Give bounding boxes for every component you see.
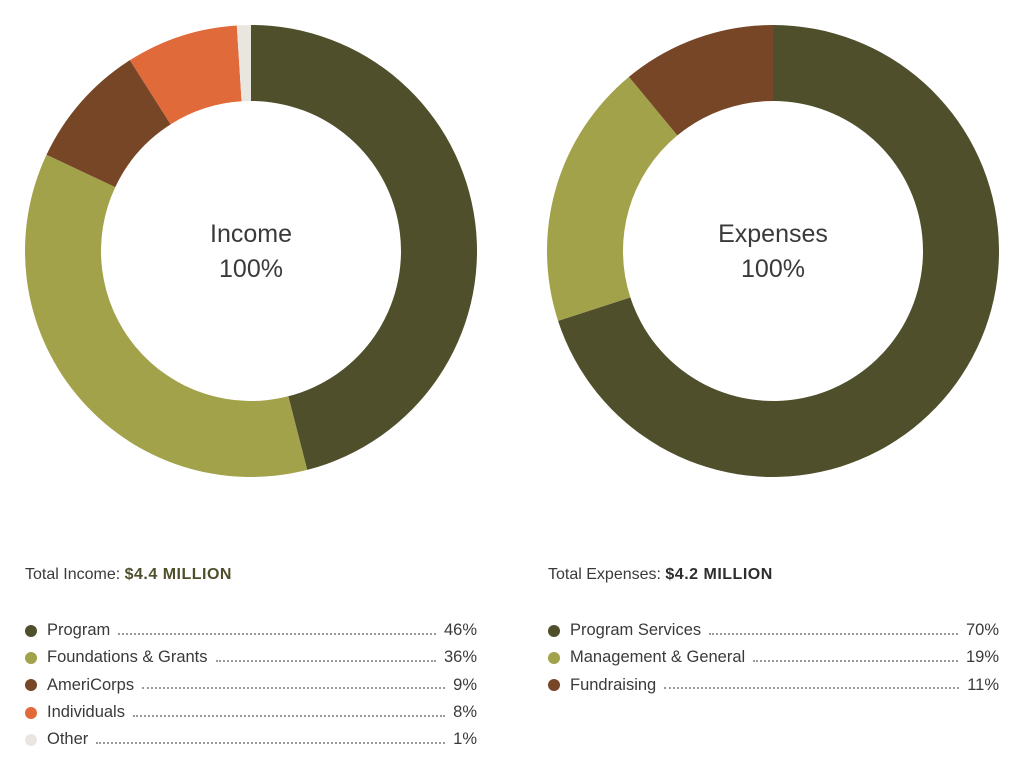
income-legend-item-other: Other 1% (25, 726, 477, 753)
expenses-slice-management-and-general (547, 76, 678, 321)
income-legend-leader (215, 659, 436, 662)
income-legend-label: AmeriCorps (47, 675, 135, 694)
income-legend-leader (132, 714, 446, 717)
expenses-legend-swatch (548, 624, 560, 637)
income-slice-individuals (129, 25, 242, 125)
income-legend-swatch (25, 733, 37, 746)
income-center-value: 100% (219, 255, 283, 283)
expenses-legend-leader (664, 687, 960, 690)
income-legend-swatch (25, 679, 37, 692)
income-legend-item-foundations-and-grants: Foundations & Grants 36% (25, 644, 477, 671)
income-legend-swatch (25, 651, 37, 664)
expenses-slices (547, 25, 999, 477)
income-legend-value: 8% (453, 703, 477, 722)
expenses-legend-swatch (548, 679, 560, 692)
income-legend: Program 46% Foundations & Grants 36% AmeriCo… (25, 617, 477, 753)
income-slices (24, 25, 478, 478)
expenses-legend-swatch (548, 651, 560, 664)
income-donut-chart: Income 100% (24, 25, 478, 478)
income-legend-label: Foundations & Grants (47, 648, 208, 667)
expenses-chart-panel: Expenses 100% Total Expenses: $4.2 MILLI… (512, 0, 1024, 768)
income-legend-value: 1% (453, 730, 477, 749)
income-legend-leader (142, 687, 446, 690)
expenses-center-value: 100% (741, 255, 805, 283)
income-legend-value: 9% (453, 675, 477, 694)
income-slice-americorps (46, 60, 171, 188)
income-slice-program (251, 25, 478, 470)
income-legend-item-program: Program 46% (25, 617, 477, 644)
income-legend-label: Program (47, 621, 111, 640)
income-total-label: Total Income: (25, 566, 121, 583)
expenses-legend-value: 70% (965, 621, 999, 640)
expenses-total-label: Total Expenses: (548, 566, 661, 583)
expenses-legend-item-fundraising: Fundraising 11% (548, 672, 999, 699)
income-legend-item-americorps: AmeriCorps 9% (25, 672, 477, 699)
income-slice-other (236, 25, 251, 102)
expenses-center-label: Expenses (718, 220, 828, 248)
expenses-legend-label: Management & General (570, 648, 746, 667)
income-slice-foundations-and-grants (24, 154, 308, 478)
expenses-legend-value: 11% (967, 675, 999, 694)
income-legend-value: 36% (443, 648, 477, 667)
expenses-legend-item-program-services: Program Services 70% (548, 617, 999, 644)
expenses-legend: Program Services 70% Management & General 1… (548, 617, 999, 699)
expenses-slice-program-services (558, 25, 999, 477)
expenses-donut-chart: Expenses 100% (547, 25, 999, 477)
income-legend-label: Individuals (47, 703, 125, 722)
expenses-slice-fundraising (628, 25, 773, 136)
income-legend-label: Other (47, 730, 89, 749)
income-center-label: Income (210, 220, 292, 248)
income-legend-item-individuals: Individuals 8% (25, 699, 477, 726)
income-legend-swatch (25, 706, 37, 719)
expenses-legend-leader (709, 632, 958, 635)
expenses-legend-label: Program Services (570, 621, 702, 640)
expenses-legend-value: 19% (965, 648, 999, 667)
income-legend-leader (118, 632, 436, 635)
expenses-total-value: $4.2 MILLION (665, 566, 773, 583)
expenses-legend-leader (753, 659, 958, 662)
expenses-legend-item-management-and-general: Management & General 19% (548, 644, 999, 671)
income-total-value: $4.4 MILLION (124, 566, 232, 583)
expenses-legend-label: Fundraising (570, 675, 657, 694)
income-legend-leader (96, 741, 446, 744)
income-legend-value: 46% (443, 621, 477, 640)
income-legend-swatch (25, 624, 37, 637)
expenses-total: Total Expenses: $4.2 MILLION (548, 566, 773, 584)
income-total: Total Income: $4.4 MILLION (25, 566, 232, 584)
income-chart-panel: Income 100% Total Income: $4.4 MILLION P… (24, 25, 478, 753)
